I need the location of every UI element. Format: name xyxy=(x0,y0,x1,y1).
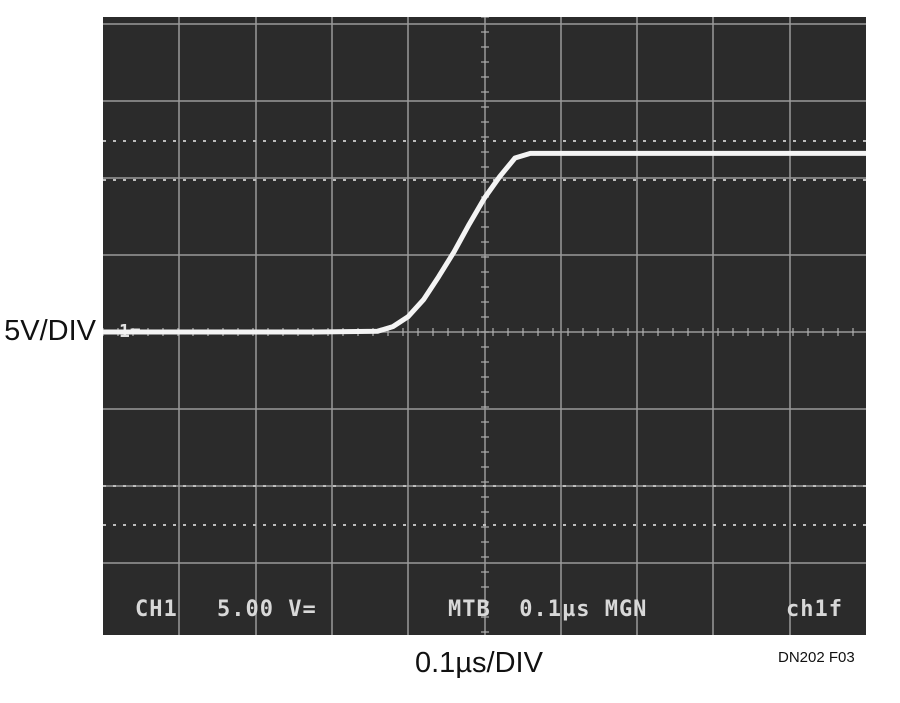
time-per-div-label: 0.1µs/DIV xyxy=(415,647,543,679)
trigger-mode-readout: ch1f xyxy=(786,597,843,622)
scope-plot: 1= xyxy=(103,17,866,635)
timebase-readout: MTB 0.1µs MGN xyxy=(448,597,648,622)
volts-per-div-label: 5V/DIV xyxy=(4,315,96,347)
ch1-label: CH1 xyxy=(135,597,178,622)
volts-scale-readout: 5.00 V= xyxy=(217,597,317,622)
waveform-trace xyxy=(103,150,866,335)
graticule xyxy=(103,17,866,635)
oscilloscope-screen: 1= CH1 5.00 V= MTB 0.1µs MGN ch1f xyxy=(103,17,866,635)
figure-id: DN202 F03 xyxy=(778,649,855,666)
